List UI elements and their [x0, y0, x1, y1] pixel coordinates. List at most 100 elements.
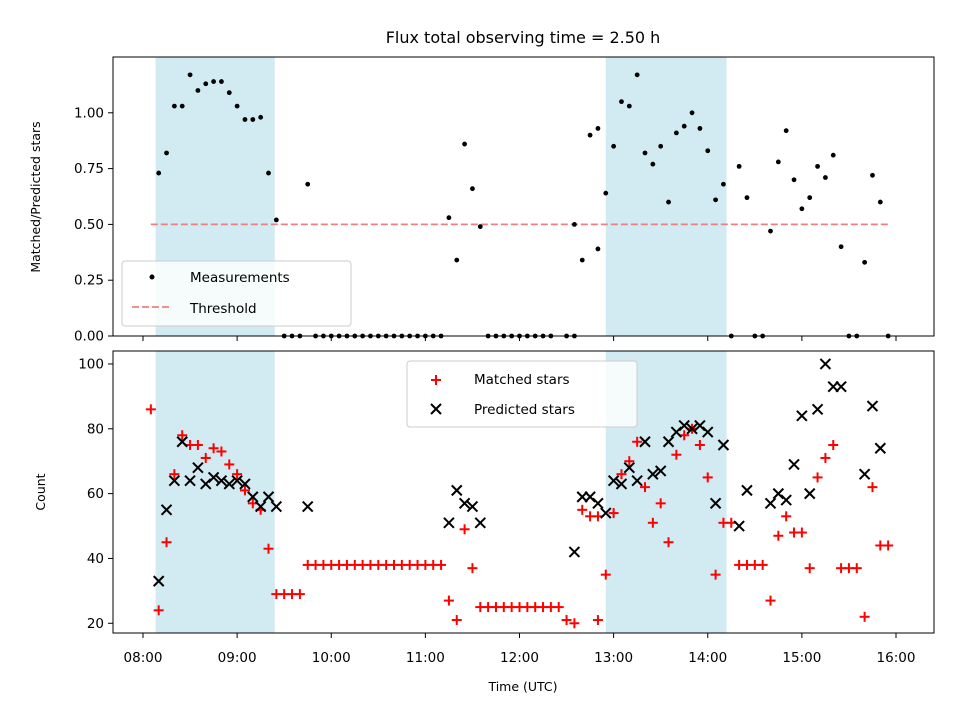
measurement-point: [807, 195, 813, 201]
predicted-point: [270, 500, 283, 513]
matched-point: [773, 530, 784, 541]
ratio-x-ticks: [142, 336, 897, 341]
measurement-point: [681, 123, 687, 129]
matched-point: [467, 563, 478, 574]
measurement-point: [673, 130, 679, 136]
measurement-point: [634, 72, 640, 78]
measurement-point: [658, 143, 664, 149]
legend-matched-label: Matched stars: [474, 372, 570, 388]
predicted-point: [709, 497, 722, 510]
measurement-point: [619, 99, 624, 105]
matched-point: [592, 615, 603, 626]
x-tick-label: 10:00: [312, 650, 351, 666]
matched-point: [561, 615, 572, 626]
predicted-point: [874, 442, 887, 454]
count-legend-box: [406, 360, 638, 428]
measurement-point: [713, 197, 718, 203]
predicted-point: [466, 500, 479, 513]
measurement-point: [838, 244, 844, 250]
matched-point: [294, 589, 305, 600]
measurement-point: [697, 126, 703, 131]
legend-matched-marker: [431, 375, 441, 385]
matched-point: [553, 602, 564, 613]
measurement-point: [242, 117, 248, 122]
x-tick-label: 13:00: [594, 650, 633, 666]
measurement-point: [791, 177, 797, 183]
measurement-point: [156, 170, 162, 176]
matched-point: [616, 469, 627, 480]
y-tick-label: 80: [87, 421, 104, 437]
predicted-point: [678, 419, 690, 432]
matched-point: [153, 605, 164, 616]
predicted-point: [733, 520, 745, 532]
ratio-band-1: [605, 57, 727, 336]
predicted-point: [607, 474, 620, 487]
matched-point: [169, 469, 180, 480]
measurement-point: [705, 148, 711, 154]
predicted-point: [451, 484, 463, 497]
measurement-point: [195, 88, 201, 93]
predicted-point: [780, 494, 792, 506]
measurement-point: [179, 103, 185, 109]
matched-point: [647, 517, 658, 528]
predicted-point: [819, 358, 832, 370]
measurement-point: [689, 110, 695, 116]
matched-point: [145, 404, 156, 415]
y-tick-label: 20: [87, 616, 104, 632]
count-points: [145, 358, 894, 629]
y-tick-label: 0.75: [74, 161, 104, 177]
predicted-point: [654, 465, 667, 477]
predicted-point: [192, 461, 204, 474]
legend-predicted-marker: [430, 403, 442, 415]
count-panel: 20 40 60 80 100 08:00 09:00 10:00 11:00 12:00 13:…: [33, 350, 935, 694]
x-tick-label: 12:00: [500, 650, 539, 666]
matched-point: [600, 569, 611, 580]
predicted-point: [215, 474, 228, 487]
measurement-point: [595, 246, 601, 252]
predicted-point: [835, 380, 847, 393]
predicted-point: [804, 487, 816, 500]
predicted-point: [866, 400, 879, 412]
measurement-point: [266, 170, 271, 176]
predicted-point: [239, 478, 251, 490]
matched-point: [828, 440, 839, 450]
matched-point: [224, 459, 235, 470]
matched-point: [765, 595, 776, 606]
matched-point: [569, 618, 580, 629]
measurement-point: [799, 206, 805, 212]
measurement-point: [783, 128, 789, 134]
predicted-point: [600, 507, 612, 519]
predicted-point: [717, 439, 730, 451]
matched-point: [710, 569, 721, 580]
measurement-point: [477, 224, 483, 230]
measurement-point: [611, 143, 617, 149]
count-y-ticks: 20 40 60 80 100: [78, 356, 113, 632]
matched-point: [851, 563, 862, 574]
measurement-point: [164, 150, 169, 156]
ratio-frame: [112, 56, 935, 337]
x-axis-label: Time (UTC): [487, 679, 557, 694]
matched-point: [757, 559, 768, 570]
x-tick-label: 09:00: [218, 650, 257, 666]
y-tick-label: 100: [78, 356, 104, 372]
predicted-point: [207, 471, 220, 484]
matched-point: [161, 537, 172, 548]
matched-point: [624, 456, 635, 467]
count-frame: [112, 350, 935, 634]
matched-point: [820, 452, 831, 463]
predicted-point: [231, 474, 243, 487]
matched-point: [694, 440, 705, 450]
predicted-point: [262, 491, 275, 503]
measurement-point: [258, 114, 264, 120]
measurement-point: [171, 103, 177, 109]
predicted-point: [474, 517, 486, 529]
measurement-point: [721, 181, 726, 187]
predicted-point: [302, 500, 314, 513]
x-tick-label: 11:00: [406, 650, 445, 666]
measurement-point: [305, 181, 311, 187]
x-tick-label: 15:00: [782, 650, 821, 666]
x-tick-label: 08:00: [124, 650, 163, 666]
measurement-point: [187, 72, 193, 78]
matched-point: [632, 436, 643, 447]
